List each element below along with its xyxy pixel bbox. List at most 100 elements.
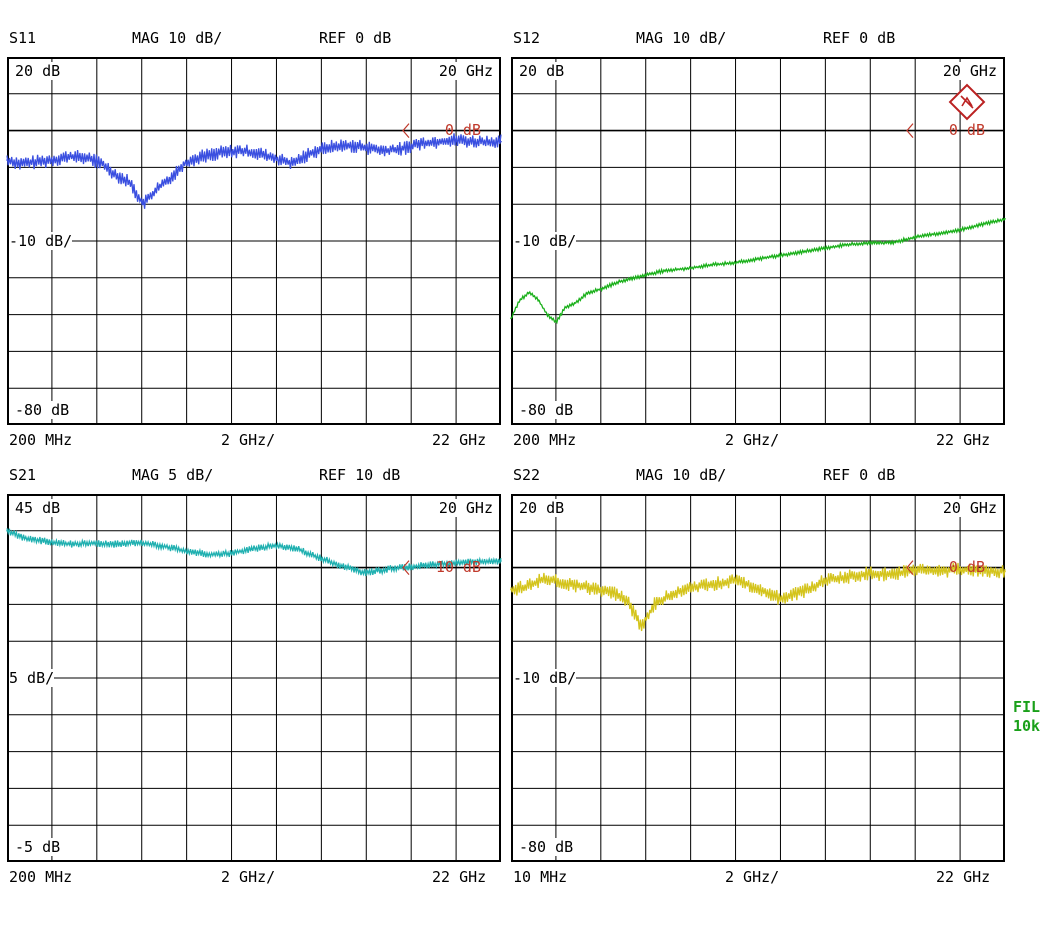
trace-point xyxy=(588,587,591,589)
ref-marker-arrow-icon xyxy=(402,123,410,138)
trace-point xyxy=(1004,570,1006,573)
param-label: S21 xyxy=(9,466,37,484)
trace-point xyxy=(618,280,621,283)
trace-point xyxy=(689,587,692,589)
param-label: S11 xyxy=(9,29,37,47)
trace-point xyxy=(51,159,54,161)
trace-point xyxy=(255,151,258,154)
plot-panel-s21: 45 dB 20 GHz 5 dB/ -5 dB 10 dB xyxy=(6,494,502,862)
trace-point xyxy=(824,579,827,582)
trace-point xyxy=(519,299,521,301)
ref-level-label: REF 0 dB xyxy=(823,466,896,484)
trace-point xyxy=(346,144,348,147)
trace-point xyxy=(936,232,938,235)
trace-point xyxy=(543,577,546,580)
trace-point xyxy=(845,243,848,246)
mag-scale-label: MAG 5 dB/ xyxy=(132,466,214,484)
top-level-label: 45 dB xyxy=(15,499,61,517)
mag-scale-label: MAG 10 dB/ xyxy=(636,466,727,484)
trace-point xyxy=(364,571,366,574)
trace-point xyxy=(890,242,893,244)
plot-svg xyxy=(510,494,1006,862)
trace-point xyxy=(600,288,603,290)
trace-point xyxy=(754,258,757,261)
trace-point xyxy=(418,142,421,145)
mid-scale-label: -10 dB/ xyxy=(513,232,577,250)
start-freq-label: 200 MHz xyxy=(9,431,73,449)
plot-frame xyxy=(511,494,1005,862)
trace-point xyxy=(869,572,872,574)
trace-point xyxy=(19,162,22,165)
trace-point xyxy=(160,544,162,547)
trace-point xyxy=(500,560,502,562)
trace-point xyxy=(228,552,230,555)
plot-panel-s11: 20 dB 20 GHz -10 dB/ -80 dB 0 dB xyxy=(6,57,502,425)
param-label: S22 xyxy=(513,466,541,484)
trace-s21 xyxy=(6,528,502,577)
trace-point xyxy=(500,140,502,143)
trace-point xyxy=(341,565,344,567)
trace-point xyxy=(101,162,103,165)
trace-point xyxy=(868,242,870,244)
bottom-level-label: -80 dB xyxy=(519,838,574,856)
corner-freq-label: 20 GHz xyxy=(438,499,493,517)
trace-point xyxy=(205,553,208,556)
trace-point xyxy=(382,150,384,152)
trace-point xyxy=(936,570,939,573)
top-level-label: 20 dB xyxy=(519,499,565,517)
ref-marker-label: 0 dB xyxy=(444,120,481,139)
trace-point xyxy=(527,585,530,587)
trace-point xyxy=(891,574,894,576)
trace-point xyxy=(802,590,804,593)
trace-point xyxy=(309,151,312,154)
trace-point xyxy=(779,598,782,600)
trace-point xyxy=(913,236,916,239)
corner-freq-label: 20 GHz xyxy=(942,499,997,517)
trace-s11 xyxy=(6,133,502,209)
trace-point xyxy=(528,291,530,294)
trace-point xyxy=(6,530,8,532)
top-level-label: 20 dB xyxy=(519,62,565,80)
trace-point xyxy=(914,568,916,571)
start-freq-label: 10 MHz xyxy=(513,868,568,886)
trace-point xyxy=(69,543,72,545)
freq-per-div-label: 2 GHz/ xyxy=(221,868,276,886)
freq-per-div-label: 2 GHz/ xyxy=(725,868,780,886)
bottom-level-label: -80 dB xyxy=(15,401,70,419)
corner-freq-label: 20 GHz xyxy=(438,62,493,80)
trace-point xyxy=(712,583,714,585)
trace-point xyxy=(653,603,656,606)
trace-point xyxy=(273,157,276,159)
trace-point xyxy=(87,157,90,159)
freq-per-div-label: 2 GHz/ xyxy=(725,431,780,449)
trace-point xyxy=(432,563,434,566)
mid-scale-label: 5 dB/ xyxy=(9,669,55,687)
plot-frame xyxy=(7,494,501,862)
trace-point xyxy=(128,181,131,183)
start-freq-label: 200 MHz xyxy=(9,868,73,886)
trace-point xyxy=(537,299,539,301)
trace-point xyxy=(566,583,568,585)
trace-point xyxy=(155,188,158,191)
trace-point xyxy=(35,161,38,163)
trace-point xyxy=(777,254,780,257)
trace-point xyxy=(409,566,412,568)
ref-marker-label: 0 dB xyxy=(948,557,985,576)
freq-per-div-label: 2 GHz/ xyxy=(221,431,276,449)
ref-level-label: REF 0 dB xyxy=(319,29,392,47)
trace-point xyxy=(641,275,644,277)
trace-point xyxy=(510,317,512,320)
trace-point xyxy=(611,590,613,593)
trace-point xyxy=(587,291,589,294)
plot-svg xyxy=(510,57,1006,425)
plot-panel-s12: 20 dB 20 GHz -10 dB/ -80 dB 0 dB xyxy=(510,57,1006,425)
trace-s12 xyxy=(510,217,1006,325)
trace-point xyxy=(732,262,734,264)
trace-point xyxy=(981,569,984,572)
plot-svg xyxy=(6,494,502,862)
trace-point xyxy=(626,599,629,602)
trace-point xyxy=(169,177,171,180)
trace-point xyxy=(400,148,403,150)
trace-point xyxy=(640,625,642,628)
filter-value: 10k xyxy=(1013,717,1041,735)
